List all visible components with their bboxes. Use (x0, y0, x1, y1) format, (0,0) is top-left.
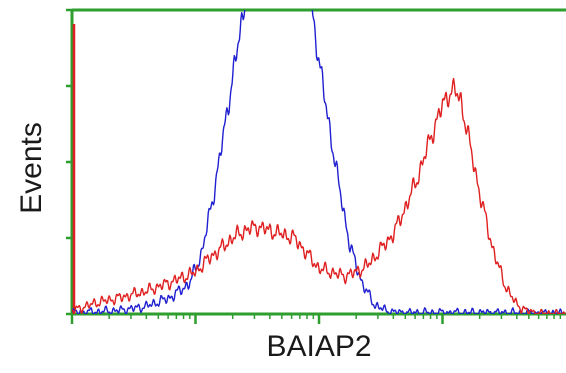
blue-histogram-line (72, 10, 566, 314)
red-histogram-line (72, 77, 566, 314)
x-axis-label: BAIAP2 (266, 330, 372, 363)
